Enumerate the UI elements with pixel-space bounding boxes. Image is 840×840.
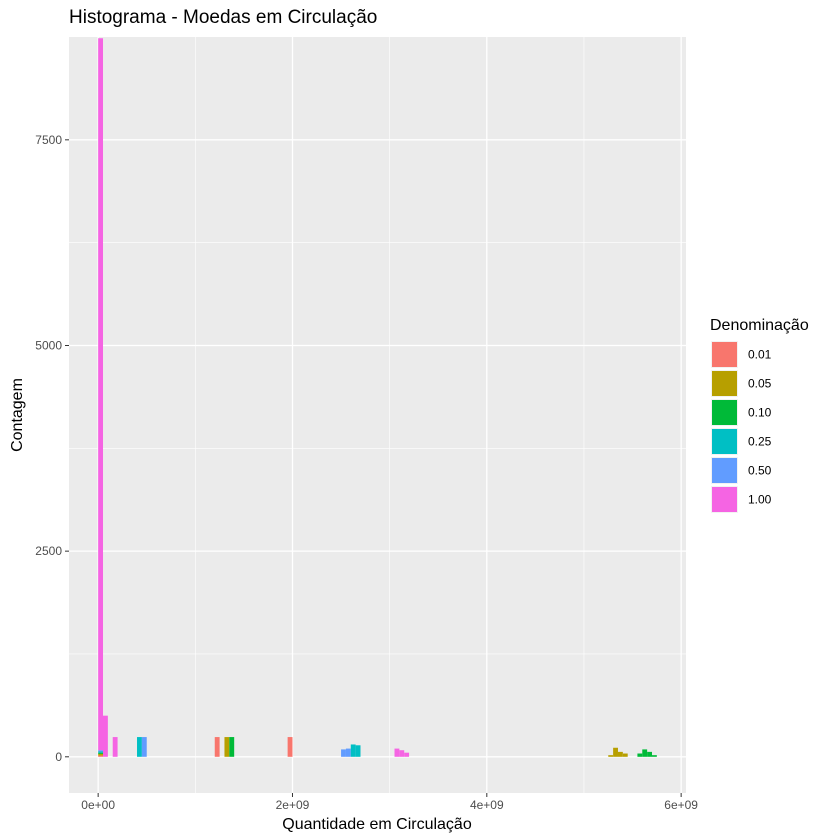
histogram-bar-0-01 [98, 755, 104, 757]
x-axis: 0e+00 2e+09 4e+09 6e+09 [81, 793, 698, 812]
plot-panel [69, 37, 686, 793]
histogram-bar-0-05 [622, 753, 628, 757]
histogram-bar-0-50 [98, 750, 104, 752]
legend-swatch-0-10 [712, 400, 737, 425]
histogram-bar-0-01 [287, 737, 293, 757]
histogram-bar-0-10 [642, 749, 648, 757]
grid-minor [69, 37, 686, 793]
histogram-bar-0-50 [141, 737, 147, 757]
histogram-bar-0-01 [214, 737, 220, 757]
histogram-bar-1-00 [112, 737, 118, 757]
histogram-bar-0-50 [341, 749, 346, 757]
histogram-bar-1-00 [394, 748, 400, 757]
histogram-bar-0-25 [98, 751, 104, 753]
legend-label: 0.10 [748, 406, 772, 420]
histogram-bar-0-05 [617, 751, 623, 757]
x-tick-label: 6e+09 [664, 798, 698, 812]
legend-title: Denominação [710, 317, 809, 334]
y-tick-label: 0 [55, 750, 62, 764]
x-tick-label: 4e+09 [470, 798, 504, 812]
legend-label: 0.50 [748, 464, 772, 478]
legend-label: 0.25 [748, 435, 772, 449]
legend-swatch-0-25 [712, 429, 737, 454]
histogram-bar-1-00 [399, 750, 405, 757]
bars [98, 38, 657, 757]
histogram-bar-0-10 [651, 755, 657, 757]
x-tick-label: 0e+00 [81, 798, 115, 812]
legend-label: 1.00 [748, 493, 772, 507]
legend-swatch-0-50 [712, 458, 737, 483]
histogram-bar-0-05 [224, 737, 230, 757]
histogram-bar-0-50 [345, 748, 351, 757]
legend: Denominação 0.01 0.05 0.10 0.25 0.50 1.00 [710, 317, 809, 513]
y-tick-label: 7500 [35, 133, 62, 147]
histogram-bar-0-05 [98, 753, 104, 756]
x-tick-label: 2e+09 [276, 798, 310, 812]
histogram-bar-0-25 [355, 745, 361, 757]
histogram-bar-0-10 [98, 752, 104, 754]
histogram-bar-1-00 [98, 38, 104, 751]
histogram-bar-0-05 [613, 747, 618, 757]
histogram-bar-0-10 [647, 751, 652, 757]
histogram-bar-0-25 [350, 744, 356, 757]
legend-swatch-0-01 [712, 342, 737, 367]
histogram-bar-1-00 [103, 715, 108, 757]
histogram-bar-0-25 [137, 737, 142, 757]
y-axis-title: Contagem [9, 378, 26, 452]
x-axis-title: Quantidade em Circulação [282, 816, 472, 833]
histogram-bar-0-05 [608, 755, 614, 757]
legend-label: 0.05 [748, 377, 772, 391]
legend-swatch-1-00 [712, 487, 737, 512]
y-tick-label: 5000 [35, 338, 62, 352]
legend-swatch-0-05 [712, 371, 737, 396]
histogram-bar-1-00 [404, 752, 410, 757]
y-tick-label: 2500 [35, 544, 62, 558]
legend-label: 0.01 [748, 348, 772, 362]
chart-title: Histograma - Moedas em Circulação [69, 7, 377, 28]
histogram-bar-0-10 [637, 753, 643, 757]
y-axis: 0 2500 5000 7500 [35, 133, 69, 764]
histogram-bar-0-10 [229, 737, 235, 757]
